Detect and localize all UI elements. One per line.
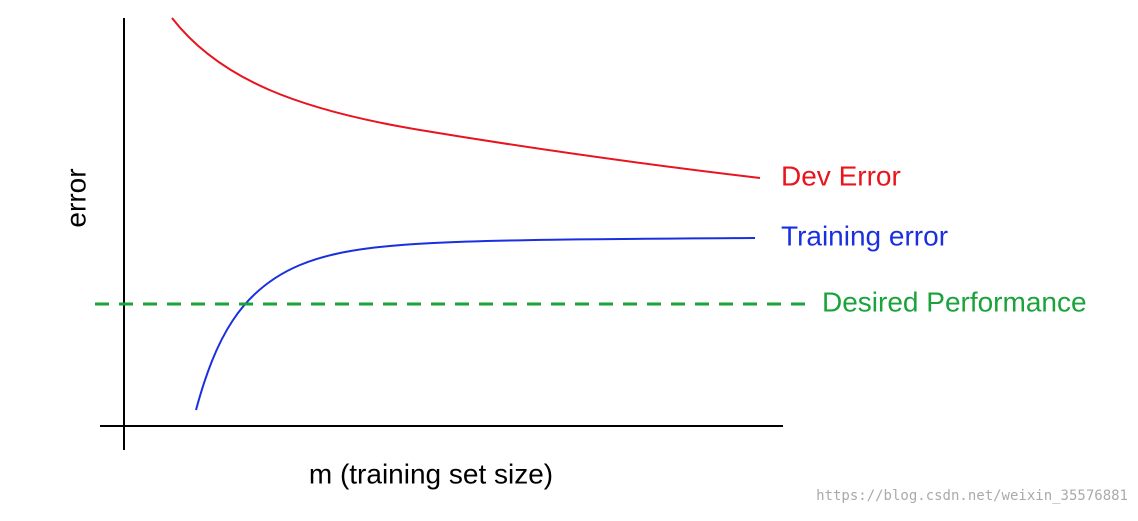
dev-error-curve [171,17,761,179]
x-axis-label: m (training set size) [309,458,553,489]
y-axis-label: error [60,168,91,227]
watermark: https://blog.csdn.net/weixin_35576881 [816,488,1128,504]
desired-performance-label: Desired Performance [822,286,1087,317]
training-error-label: Training error [781,220,948,251]
dev-error-label: Dev Error [781,160,901,191]
training-error-curve [195,237,756,411]
